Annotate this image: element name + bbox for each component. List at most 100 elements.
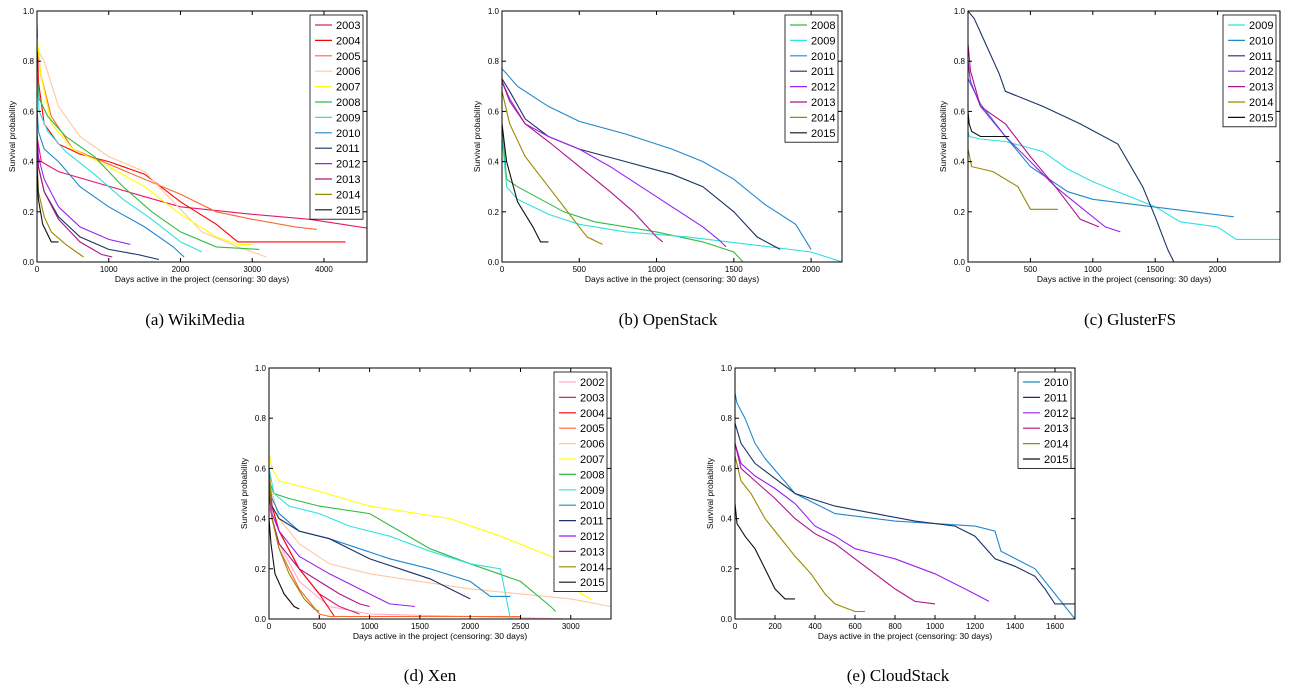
series-line-2013 [502,81,664,243]
y-tick-label: 1.0 [488,7,500,16]
x-tick-label: 1000 [648,265,666,274]
legend-label-2008: 2008 [336,97,360,109]
legend-label-2012: 2012 [336,159,360,171]
series-line-2012 [735,443,990,602]
legend-box [553,371,608,593]
legend-label-2012: 2012 [1249,66,1273,78]
x-tick-label: 1000 [100,265,118,274]
series-line-2007 [269,453,592,600]
x-tick-label: 1000 [926,622,944,631]
x-axis-label: Days active in the project (censoring: 3… [353,631,528,641]
x-tick-label: 0 [733,622,738,631]
series-line-2014 [502,91,603,245]
x-tick-label: 500 [313,622,327,631]
x-tick-label: 1400 [1006,622,1024,631]
y-tick-label: 0.6 [954,107,966,116]
series-line-2013 [269,493,370,608]
y-tick-label: 0.6 [23,107,35,116]
y-tick-label: 0.8 [488,57,500,66]
legend-label-2010: 2010 [336,128,360,140]
y-tick-label: 0.2 [721,565,733,574]
series-line-2009 [269,468,511,619]
legend-label-2014: 2014 [1044,439,1068,451]
legend: 2003 2004 2005 2006 2007 2008 2009 2010 2011 2012… [309,14,364,220]
y-tick-label: 0.4 [255,515,267,524]
y-tick-label: 0.6 [488,107,500,116]
x-tick-label: 800 [888,622,902,631]
x-tick-label: 4000 [315,265,333,274]
legend-label-2005: 2005 [580,423,604,435]
y-axis-label: Survival probability [705,457,715,529]
y-tick-label: 0.2 [954,208,966,217]
plot-frame [967,10,1281,263]
x-tick-label: 2000 [461,622,479,631]
legend-label-2006: 2006 [580,439,604,451]
caption-a: (a) WikiMedia [145,310,245,329]
series-group [269,453,611,619]
chart-a: 0 1000 2000 3000 4000 0.0 0.2 0.4 0.6 0.8 1.0 Days … [7,7,368,329]
x-tick-label: 0 [35,265,40,274]
legend-label-2014: 2014 [811,112,835,124]
series-line-2008 [37,73,260,250]
series-line-2014 [735,455,865,613]
x-tick-label: 1200 [966,622,984,631]
series-line-2009 [502,136,842,262]
series-line-2006 [269,480,611,608]
series-line-2004 [37,23,346,243]
y-axis-label: Survival probability [938,100,948,172]
x-tick-label: 500 [573,265,587,274]
legend-label-2015: 2015 [811,128,835,140]
series-line-2010 [269,480,511,597]
y-tick-label: 0.4 [23,158,35,167]
series-line-2008 [269,480,557,612]
series-line-2015 [968,111,1010,138]
legend-label-2013: 2013 [580,546,604,558]
legend-label-2012: 2012 [580,531,604,543]
x-tick-label: 0 [267,622,272,631]
legend-label-2015: 2015 [1249,112,1273,124]
legend-label-2013: 2013 [811,97,835,109]
legend-label-2010: 2010 [580,500,604,512]
legend-label-2011: 2011 [811,66,835,78]
series-line-2005 [269,468,521,618]
legend-label-2013: 2013 [1044,423,1068,435]
y-tick-label: 1.0 [721,364,733,373]
series-line-2011 [968,11,1175,262]
legend-label-2005: 2005 [336,51,360,63]
legend-label-2011: 2011 [1044,392,1068,404]
x-axis-label: Days active in the project (censoring: 3… [818,631,993,641]
series-line-2012 [269,488,415,608]
series-line-2015 [735,503,795,600]
legend-label-2007: 2007 [580,454,604,466]
legend-label-2010: 2010 [1249,35,1273,47]
y-tick-label: 0.0 [488,258,500,267]
x-tick-label: 1600 [1046,622,1064,631]
legend-label-2015: 2015 [1044,454,1068,466]
legend-label-2004: 2004 [580,408,604,420]
x-tick-label: 0 [966,265,971,274]
y-tick-label: 0.4 [488,158,500,167]
legend: 2002 2003 2004 2005 2006 2007 2008 2009 2010 2011… [553,371,608,593]
y-axis-label: Survival probability [239,457,249,529]
chart-e: 0 200 400 600 800 1000 1200 1400 1600 0.0 0.2 0.4 0.… [705,364,1076,685]
caption-b: (b) OpenStack [619,310,718,329]
legend-label-2011: 2011 [580,516,604,528]
x-tick-label: 1500 [725,265,743,274]
legend-label-2007: 2007 [336,82,360,94]
series-line-2013 [968,43,1100,228]
legend-box [784,14,839,143]
legend: 2008 2009 2010 2011 2012 2013 2014 2015 [784,14,839,143]
legend-label-2013: 2013 [336,174,360,186]
legend-label-2009: 2009 [580,485,604,497]
series-line-2012 [968,61,1121,233]
series-line-2010 [735,392,1075,619]
x-tick-label: 200 [768,622,782,631]
plot-frame [36,10,368,263]
legend-label-2014: 2014 [336,189,360,201]
legend: 2010 2011 2012 2013 2014 2015 [1017,371,1072,469]
y-tick-label: 0.0 [255,615,267,624]
y-tick-label: 0.0 [23,258,35,267]
legend-label-2010: 2010 [1044,377,1068,389]
y-tick-label: 0.4 [954,158,966,167]
